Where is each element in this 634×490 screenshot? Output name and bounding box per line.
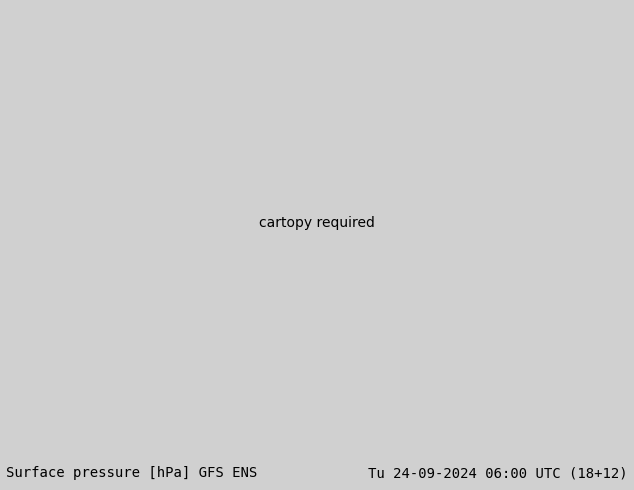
Text: Surface pressure [hPa] GFS ENS: Surface pressure [hPa] GFS ENS bbox=[6, 466, 257, 481]
Text: cartopy required: cartopy required bbox=[259, 216, 375, 230]
Text: Tu 24-09-2024 06:00 UTC (18+12): Tu 24-09-2024 06:00 UTC (18+12) bbox=[368, 466, 628, 481]
